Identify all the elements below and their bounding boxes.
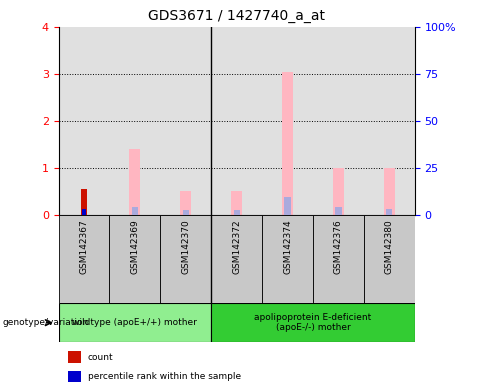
Text: apolipoprotein E-deficient
(apoE-/-) mother: apolipoprotein E-deficient (apoE-/-) mot… bbox=[254, 313, 372, 333]
Text: GSM142380: GSM142380 bbox=[385, 220, 394, 274]
Text: GSM142376: GSM142376 bbox=[334, 220, 343, 274]
Bar bbox=[262, 215, 313, 303]
Bar bbox=[59, 303, 211, 342]
Text: genotype/variation: genotype/variation bbox=[2, 318, 89, 327]
Text: GSM142369: GSM142369 bbox=[130, 220, 140, 274]
Text: count: count bbox=[88, 353, 114, 362]
Bar bbox=[285, 197, 291, 215]
Bar bbox=[384, 168, 395, 215]
Text: GSM142372: GSM142372 bbox=[232, 220, 241, 274]
Bar bbox=[161, 215, 211, 303]
Bar bbox=[211, 303, 415, 342]
Bar bbox=[313, 27, 364, 215]
Bar bbox=[234, 210, 240, 215]
Bar bbox=[211, 215, 262, 303]
Bar bbox=[313, 215, 364, 303]
Bar bbox=[231, 190, 242, 215]
Bar bbox=[82, 209, 86, 215]
Text: wildtype (apoE+/+) mother: wildtype (apoE+/+) mother bbox=[72, 318, 197, 327]
Bar bbox=[335, 207, 342, 215]
Bar bbox=[59, 215, 109, 303]
Bar bbox=[262, 27, 313, 215]
Bar bbox=[109, 27, 161, 215]
Bar bbox=[132, 207, 138, 215]
Text: GSM142370: GSM142370 bbox=[181, 220, 190, 274]
Text: GSM142367: GSM142367 bbox=[80, 220, 88, 274]
Bar bbox=[386, 209, 392, 215]
Title: GDS3671 / 1427740_a_at: GDS3671 / 1427740_a_at bbox=[148, 9, 325, 23]
Bar bbox=[129, 149, 141, 215]
Bar bbox=[364, 27, 415, 215]
Bar bbox=[161, 27, 211, 215]
Bar bbox=[183, 210, 189, 215]
Bar bbox=[180, 190, 191, 215]
Text: GSM142374: GSM142374 bbox=[283, 220, 292, 274]
Bar bbox=[211, 27, 262, 215]
Bar bbox=[364, 215, 415, 303]
Bar bbox=[59, 27, 109, 215]
Bar bbox=[109, 215, 161, 303]
Bar bbox=[333, 168, 344, 215]
Text: percentile rank within the sample: percentile rank within the sample bbox=[88, 372, 241, 381]
Bar bbox=[81, 189, 87, 215]
Bar bbox=[282, 71, 293, 215]
